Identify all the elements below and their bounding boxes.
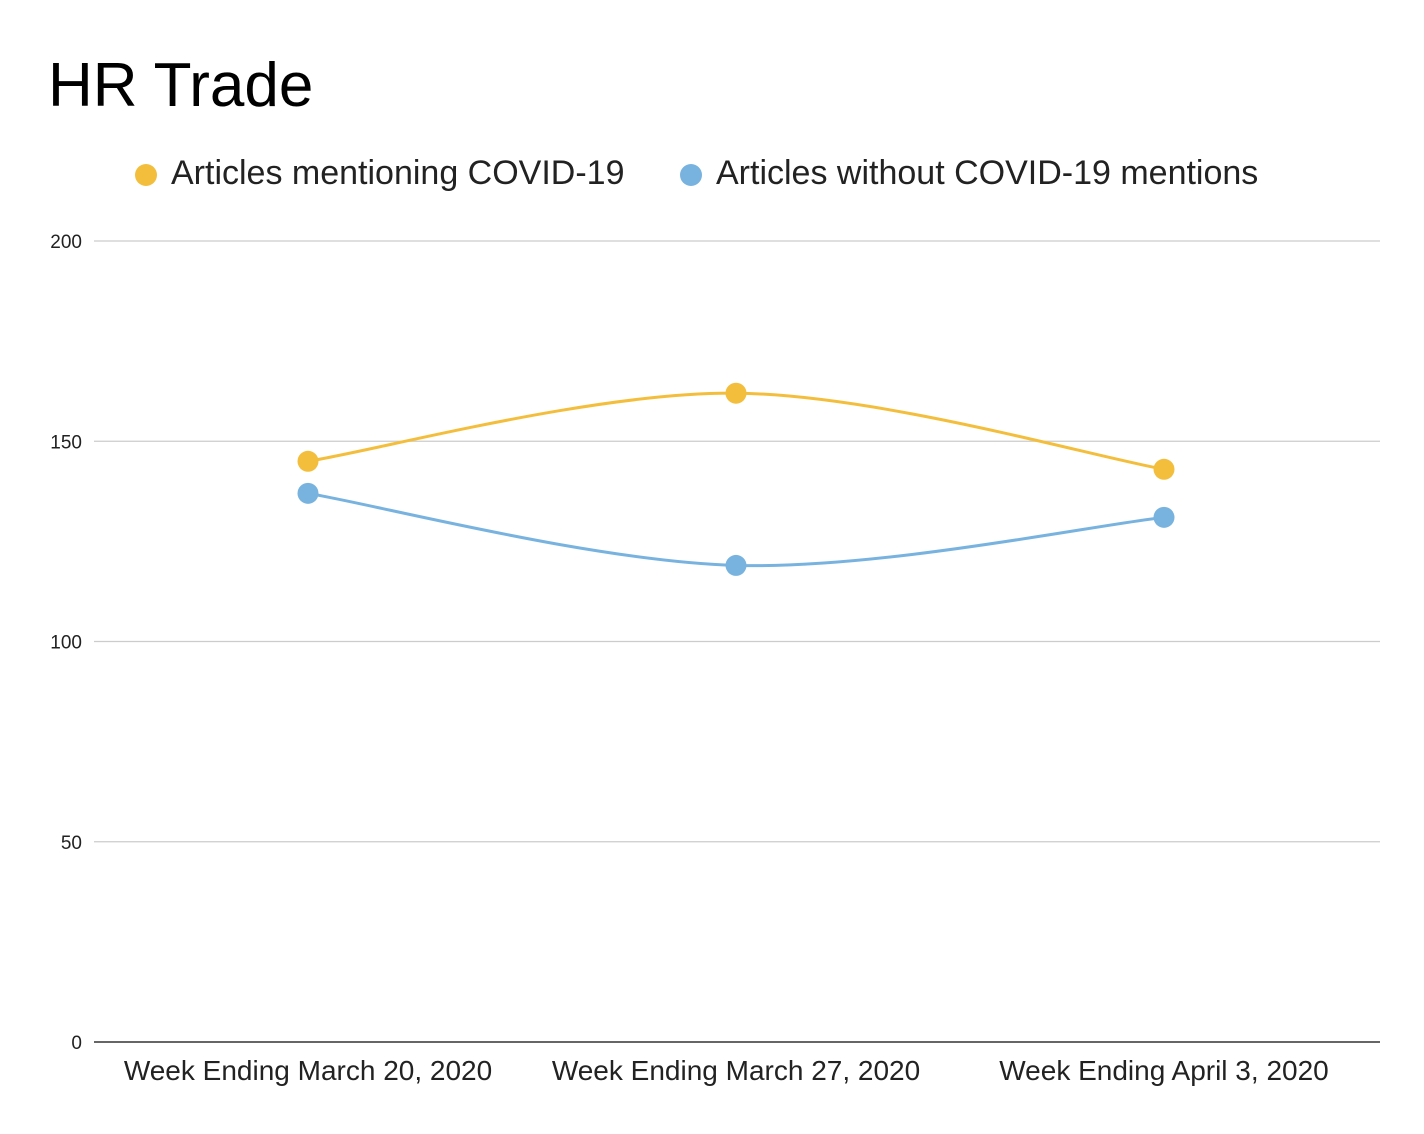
- x-tick-label: Week Ending March 20, 2020: [124, 1055, 492, 1086]
- y-tick-label: 150: [50, 432, 82, 453]
- legend-marker-no-covid: [680, 164, 702, 186]
- x-axis: Week Ending March 20, 2020 Week Ending Ma…: [94, 1041, 1380, 1086]
- y-tick-label: 50: [61, 833, 82, 854]
- legend-marker-covid: [135, 164, 157, 186]
- series-line-1: [307, 491, 1165, 568]
- series-line-0: [307, 391, 1165, 471]
- series-points: [297, 382, 1175, 576]
- data-point-s0-2[interactable]: [1153, 458, 1175, 480]
- data-point-s1-0[interactable]: [297, 482, 319, 504]
- y-tick-label: 100: [50, 633, 82, 654]
- data-point-s1-1[interactable]: [725, 554, 747, 576]
- y-tick-label: 200: [50, 232, 82, 253]
- data-point-s0-1[interactable]: [725, 382, 747, 404]
- y-tick-label: 0: [71, 1033, 82, 1054]
- data-point-s1-2[interactable]: [1153, 506, 1175, 528]
- y-axis: 0 50 100 150 200: [50, 232, 82, 1054]
- legend-label-no-covid: Articles without COVID-19 mentions: [716, 154, 1258, 192]
- gridlines: [94, 240, 1380, 843]
- legend-label-covid: Articles mentioning COVID-19: [171, 154, 625, 192]
- x-tick-label: Week Ending April 3, 2020: [999, 1055, 1328, 1086]
- legend-item-no-covid[interactable]: Articles without COVID-19 mentions: [680, 154, 1258, 192]
- series-lines: [307, 391, 1165, 568]
- x-tick-label: Week Ending March 27, 2020: [552, 1055, 920, 1086]
- chart-title: HR Trade: [48, 51, 313, 120]
- legend: Articles mentioning COVID-19 Articles wi…: [135, 154, 1258, 192]
- data-point-s0-0[interactable]: [297, 450, 319, 472]
- legend-item-covid[interactable]: Articles mentioning COVID-19: [135, 154, 625, 192]
